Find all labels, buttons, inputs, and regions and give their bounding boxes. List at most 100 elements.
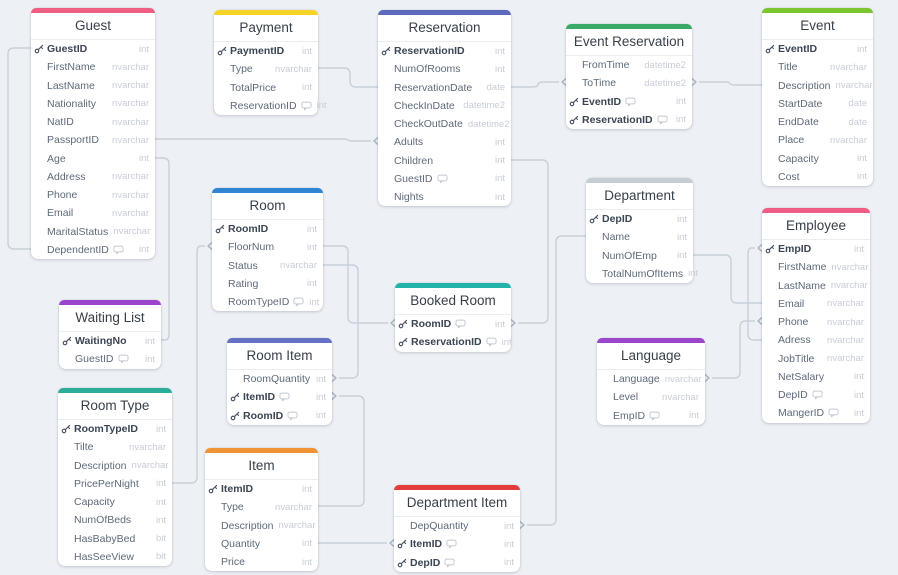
table-guest[interactable]: Guest GuestID int FirstName nvarchar LastName… bbox=[31, 8, 155, 259]
field-row-event-title[interactable]: Title nvarchar bbox=[762, 58, 873, 76]
field-row-event-description[interactable]: Description nvarchar bbox=[762, 77, 873, 95]
table-language[interactable]: Language Language nvarchar Level nvarchar Emp… bbox=[597, 338, 705, 425]
field-row-guest-dependentid[interactable]: DependentID int bbox=[31, 241, 155, 259]
field-row-room-type-roomtypeid[interactable]: RoomTypeID int bbox=[58, 420, 172, 438]
table-booked-room[interactable]: Booked Room RoomID int ReservationID int bbox=[395, 283, 512, 352]
field-row-reservation-adults[interactable]: Adults int bbox=[378, 133, 511, 151]
field-row-department-numofemp[interactable]: NumOfEmp int bbox=[586, 247, 693, 265]
field-row-guest-lastname[interactable]: LastName nvarchar bbox=[31, 77, 155, 95]
field-row-room-roomid[interactable]: RoomID int bbox=[212, 220, 323, 238]
field-row-department-item-depquantity[interactable]: DepQuantity int bbox=[394, 517, 520, 535]
field-row-event-capacity[interactable]: Capacity int bbox=[762, 150, 873, 168]
field-row-event-reservation-reservationid[interactable]: ReservationID int bbox=[566, 111, 692, 129]
field-row-guest-nationality[interactable]: Nationality nvarchar bbox=[31, 95, 155, 113]
field-row-department-depid[interactable]: DepID int bbox=[586, 210, 693, 228]
field-row-event-eventid[interactable]: EventID int bbox=[762, 40, 873, 58]
field-row-guest-email[interactable]: Email nvarchar bbox=[31, 204, 155, 222]
field-row-item-type[interactable]: Type nvarchar bbox=[205, 498, 318, 516]
field-row-payment-paymentid[interactable]: PaymentID int bbox=[214, 42, 318, 60]
field-row-reservation-reservationdate[interactable]: ReservationDate date bbox=[378, 79, 511, 97]
field-row-waiting-list-guestid[interactable]: GuestID int bbox=[59, 350, 161, 368]
field-row-reservation-children[interactable]: Children int bbox=[378, 152, 511, 170]
field-row-department-item-depid[interactable]: DepID int bbox=[394, 554, 520, 572]
table-title: Reservation bbox=[378, 15, 511, 42]
field-row-guest-firstname[interactable]: FirstName nvarchar bbox=[31, 58, 155, 76]
field-row-language-empid[interactable]: EmpID int bbox=[597, 407, 705, 425]
field-row-reservation-numofrooms[interactable]: NumOfRooms int bbox=[378, 60, 511, 78]
field-row-room-type-hasbabybed[interactable]: HasBabyBed bit bbox=[58, 530, 172, 548]
field-row-room-type-pricepernight[interactable]: PricePerNight int bbox=[58, 475, 172, 493]
table-room-type[interactable]: Room Type RoomTypeID int Tilte nvarchar Descr… bbox=[58, 388, 172, 566]
field-row-employee-netsalary[interactable]: NetSalary int bbox=[762, 368, 870, 386]
field-row-room-rating[interactable]: Rating int bbox=[212, 275, 323, 293]
field-row-reservation-nights[interactable]: Nights int bbox=[378, 188, 511, 206]
field-row-department-name[interactable]: Name int bbox=[586, 228, 693, 246]
field-row-employee-phone[interactable]: Phone nvarchar bbox=[762, 313, 870, 331]
field-row-room-roomtypeid[interactable]: RoomTypeID int bbox=[212, 293, 323, 311]
field-row-reservation-checkindate[interactable]: CheckInDate datetime2 bbox=[378, 97, 511, 115]
field-row-employee-firstname[interactable]: FirstName nvarchar bbox=[762, 258, 870, 276]
field-row-department-totalnumofitems[interactable]: TotalNumOfItems int bbox=[586, 265, 698, 283]
field-row-employee-depid[interactable]: DepID int bbox=[762, 386, 870, 404]
field-row-employee-adress[interactable]: Adress nvarchar bbox=[762, 331, 870, 349]
field-row-room-item-roomquantity[interactable]: RoomQuantity int bbox=[227, 370, 332, 388]
field-row-room-type-tilte[interactable]: Tilte nvarchar bbox=[58, 438, 172, 456]
field-row-booked-room-reservationid[interactable]: ReservationID int bbox=[395, 333, 512, 351]
field-row-guest-passportid[interactable]: PassportID nvarchar bbox=[31, 131, 155, 149]
field-row-guest-maritalstatus[interactable]: MaritalStatus nvarchar bbox=[31, 223, 155, 241]
field-row-employee-empid[interactable]: EmpID int bbox=[762, 240, 870, 258]
field-row-room-type-capacity[interactable]: Capacity int bbox=[58, 493, 172, 511]
field-row-language-level[interactable]: Level nvarchar bbox=[597, 388, 705, 406]
field-row-reservation-guestid[interactable]: GuestID int bbox=[378, 170, 511, 188]
field-row-department-item-itemid[interactable]: ItemID int bbox=[394, 535, 520, 553]
field-row-room-status[interactable]: Status nvarchar bbox=[212, 257, 323, 275]
table-employee[interactable]: Employee EmpID int FirstName nvarchar LastNam… bbox=[762, 208, 870, 423]
field-row-language-language[interactable]: Language nvarchar bbox=[597, 370, 705, 388]
table-event-reservation[interactable]: Event Reservation FromTime datetime2 ToTime… bbox=[566, 24, 692, 129]
field-row-payment-type[interactable]: Type nvarchar bbox=[214, 60, 318, 78]
field-row-room-item-roomid[interactable]: RoomID int bbox=[227, 407, 332, 425]
field-row-payment-reservationid[interactable]: ReservationID int bbox=[214, 97, 327, 115]
field-row-item-quantity[interactable]: Quantity int bbox=[205, 535, 318, 553]
field-row-employee-lastname[interactable]: LastName nvarchar bbox=[762, 277, 870, 295]
field-row-item-itemid[interactable]: ItemID int bbox=[205, 480, 318, 498]
field-row-event-place[interactable]: Place nvarchar bbox=[762, 131, 873, 149]
field-row-reservation-reservationid[interactable]: ReservationID int bbox=[378, 42, 511, 60]
field-row-event-reservation-fromtime[interactable]: FromTime datetime2 bbox=[566, 56, 692, 74]
field-row-employee-mangerid[interactable]: MangerID int bbox=[762, 404, 870, 422]
field-row-item-description[interactable]: Description nvarchar bbox=[205, 517, 318, 535]
table-waiting-list[interactable]: Waiting List WaitingNo int GuestID int bbox=[59, 300, 161, 369]
field-row-waiting-list-waitingno[interactable]: WaitingNo int bbox=[59, 332, 161, 350]
field-row-room-type-description[interactable]: Description nvarchar bbox=[58, 457, 172, 475]
table-department-item[interactable]: Department Item DepQuantity int ItemID int De… bbox=[394, 485, 520, 572]
field-row-room-type-numofbeds[interactable]: NumOfBeds int bbox=[58, 511, 172, 529]
field-row-employee-email[interactable]: Email nvarchar bbox=[762, 295, 870, 313]
field-row-room-item-itemid[interactable]: ItemID int bbox=[227, 388, 332, 406]
table-room-item[interactable]: Room Item RoomQuantity int ItemID int RoomID i… bbox=[227, 338, 332, 425]
field-row-employee-jobtitle[interactable]: JobTitle nvarchar bbox=[762, 350, 870, 368]
field-row-event-reservation-eventid[interactable]: EventID int bbox=[566, 93, 692, 111]
field-row-item-price[interactable]: Price int bbox=[205, 553, 318, 571]
table-title: Item bbox=[205, 453, 318, 480]
field-row-room-floornum[interactable]: FloorNum int bbox=[212, 238, 323, 256]
field-row-reservation-checkoutdate[interactable]: CheckOutDate datetime2 bbox=[378, 115, 511, 133]
field-row-event-cost[interactable]: Cost int bbox=[762, 168, 873, 186]
field-row-room-type-hasseeview[interactable]: HasSeeView bit bbox=[58, 548, 172, 566]
table-payment[interactable]: Payment PaymentID int Type nvarchar TotalPric… bbox=[214, 10, 327, 115]
field-row-guest-address[interactable]: Address nvarchar bbox=[31, 168, 155, 186]
field-row-event-startdate[interactable]: StartDate date bbox=[762, 95, 873, 113]
table-department[interactable]: Department DepID int Name int NumOfEmp int Tota… bbox=[586, 178, 698, 283]
table-room[interactable]: Room RoomID int FloorNum int Status nvarchar Ra… bbox=[212, 188, 323, 312]
field-row-guest-guestid[interactable]: GuestID int bbox=[31, 40, 155, 58]
table-reservation[interactable]: Reservation ReservationID int NumOfRooms int… bbox=[378, 10, 511, 207]
field-row-event-reservation-totime[interactable]: ToTime datetime2 bbox=[566, 74, 692, 92]
field-row-guest-age[interactable]: Age int bbox=[31, 150, 155, 168]
table-event[interactable]: Event EventID int Title nvarchar Description n… bbox=[762, 8, 873, 186]
table-item[interactable]: Item ItemID int Type nvarchar Description nvar… bbox=[205, 448, 318, 572]
field-row-guest-natid[interactable]: NatID nvarchar bbox=[31, 113, 155, 131]
field-row-payment-totalprice[interactable]: TotalPrice int bbox=[214, 79, 318, 97]
field-row-guest-phone[interactable]: Phone nvarchar bbox=[31, 186, 155, 204]
field-row-event-enddate[interactable]: EndDate date bbox=[762, 113, 873, 131]
field-row-booked-room-roomid[interactable]: RoomID int bbox=[395, 315, 511, 333]
